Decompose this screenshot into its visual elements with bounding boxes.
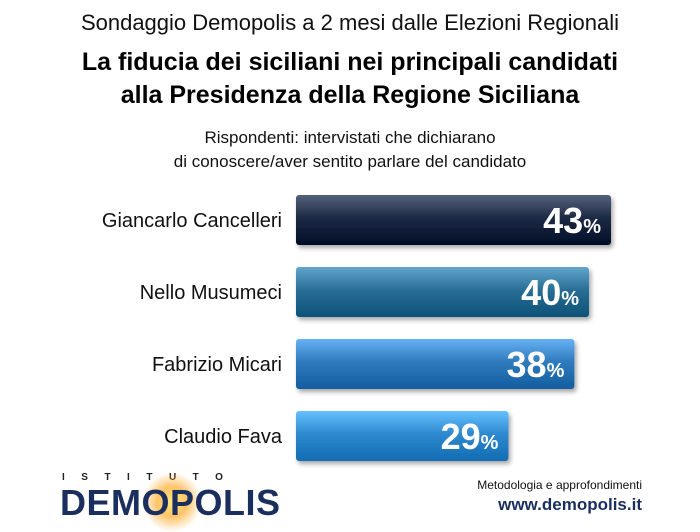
logo-sun-icon: [142, 472, 202, 532]
bar: [296, 339, 575, 389]
category-label: Giancarlo Cancelleri: [102, 210, 282, 232]
category-label: Fabrizio Micari: [152, 354, 282, 376]
chart-subtitle-line2: di conoscere/aver sentito parlare del ca…: [173, 152, 527, 171]
demopolis-logo: ISTITUTO DEMOPOLIS: [60, 472, 280, 532]
bar: [296, 267, 590, 317]
value-label: 43%: [543, 200, 601, 241]
category-label: Claudio Fava: [164, 426, 283, 448]
value-label: 29%: [441, 416, 499, 457]
logo-istituto-text: ISTITUTO: [62, 472, 240, 483]
value-label: 40%: [521, 272, 579, 313]
chart-title: La fiducia dei siciliani nei principali …: [0, 46, 700, 112]
website-link[interactable]: www.demopolis.it: [498, 495, 642, 514]
value-label: 38%: [507, 344, 565, 385]
supertitle: Sondaggio Demopolis a 2 mesi dalle Elezi…: [80, 10, 620, 35]
methodology-label: Metodologia e approfondimenti: [477, 478, 642, 492]
bar: [296, 195, 611, 245]
chart-title-line1: La fiducia dei siciliani nei principali …: [81, 48, 619, 76]
bar-chart: Giancarlo Cancelleri 43% Nello Musumeci 40%…: [102, 195, 611, 461]
bars-layer: Giancarlo Cancelleri 43% Nello Musumeci 40%…: [102, 195, 611, 461]
bar: [296, 411, 509, 461]
chart-title-line2: alla Presidenza della Regione Siciliana: [120, 81, 580, 109]
chart-subtitle-line1: Rispondenti: intervistati che dichiarano: [204, 128, 496, 147]
logo-demopolis-text: DEMOPOLIS: [60, 482, 281, 523]
chart-subtitle: Rispondenti: intervistati che dichiarano…: [0, 126, 700, 174]
category-label: Nello Musumeci: [140, 282, 282, 304]
footer-links: Metodologia e approfondimenti www.demopo…: [477, 478, 642, 515]
